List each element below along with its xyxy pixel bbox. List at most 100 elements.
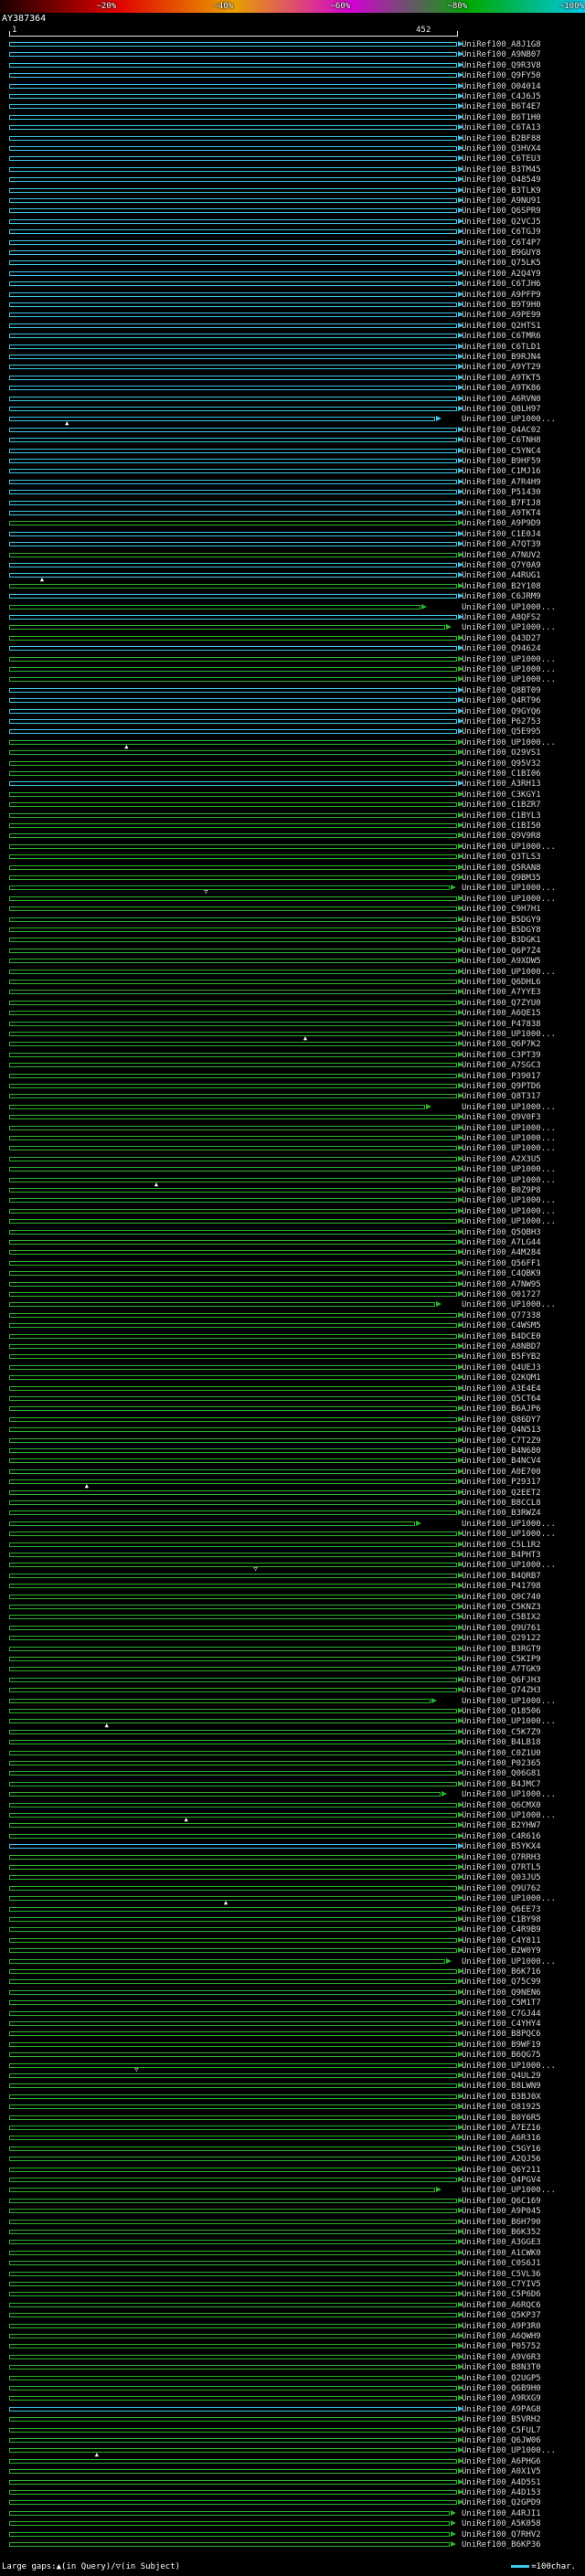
hit-bar[interactable]	[9, 625, 445, 631]
hit-row[interactable]: UniRef100_Q56FF1	[0, 1259, 585, 1269]
hit-row[interactable]: UniRef100_Q9BM35	[0, 874, 585, 884]
hit-row[interactable]: UniRef100_A6QWH9	[0, 2332, 585, 2342]
hit-row[interactable]: ▲ UniRef100_UP1000...	[0, 738, 585, 749]
hit-bar[interactable]	[9, 2323, 457, 2328]
hit-row[interactable]: UniRef100_Q5KP37	[0, 2311, 585, 2321]
hit-label[interactable]: UniRef100_Q6DHL6	[462, 978, 541, 987]
hit-bar[interactable]	[9, 2178, 457, 2182]
hit-label[interactable]: UniRef100_C5M1T7	[462, 1998, 541, 2009]
hit-row[interactable]: ▽ UniRef100_UP1000...	[0, 2062, 585, 2072]
hit-row[interactable]: ▲ UniRef100_UP1000...	[0, 1030, 585, 1042]
hit-row[interactable]: UniRef100_A9P045	[0, 2207, 585, 2217]
hit-label[interactable]: UniRef100_C6TGJ9	[462, 228, 541, 238]
hit-label[interactable]: UniRef100_C4R616	[462, 1831, 541, 1841]
hit-bar[interactable]	[9, 42, 457, 47]
hit-bar[interactable]	[9, 1229, 457, 1235]
hit-label[interactable]: UniRef100_C6T4P7	[462, 238, 541, 248]
hit-bar[interactable]	[9, 1813, 457, 1818]
hit-bar[interactable]	[9, 2125, 457, 2130]
hit-row[interactable]: ▲ UniRef100_UP1000...	[0, 415, 585, 427]
hit-bar[interactable]	[9, 1646, 457, 1651]
hit-row[interactable]: UniRef100_UP1000...	[0, 1165, 585, 1175]
hit-bar[interactable]	[9, 1000, 457, 1005]
hit-label[interactable]: UniRef100_B2W0Y9	[462, 1946, 541, 1956]
hit-row[interactable]: UniRef100_O01727	[0, 1290, 585, 1300]
hit-bar[interactable]	[9, 1073, 457, 1078]
hit-row[interactable]: UniRef100_Q9PTD6	[0, 1082, 585, 1092]
hit-label[interactable]: UniRef100_UP1000...	[462, 1717, 556, 1727]
hit-bar[interactable]	[9, 135, 457, 141]
hit-label[interactable]: UniRef100_A9TKT4	[462, 509, 541, 518]
hit-row[interactable]: UniRef100_UP1000...	[0, 1300, 585, 1310]
hit-label[interactable]: UniRef100_C5YNC4	[462, 446, 541, 456]
hit-row[interactable]: UniRef100_B5YKX4	[0, 1842, 585, 1852]
hit-label[interactable]: UniRef100_Q6P7Z4	[462, 946, 541, 956]
hit-bar[interactable]	[9, 2021, 457, 2026]
hit-row[interactable]: UniRef100_C1BI06	[0, 769, 585, 779]
hit-label[interactable]: UniRef100_C5GY16	[462, 2144, 541, 2154]
hit-label[interactable]: UniRef100_Q86DY7	[462, 1415, 541, 1425]
hit-bar[interactable]	[9, 823, 457, 828]
hit-bar[interactable]	[9, 2427, 457, 2433]
hit-row[interactable]: UniRef100_UP1000...	[0, 1144, 585, 1154]
hit-row[interactable]: UniRef100_A2Q4Y9	[0, 270, 585, 280]
hit-row[interactable]: UniRef100_A9TKT4	[0, 509, 585, 519]
hit-label[interactable]: UniRef100_A6RVN0	[462, 394, 541, 404]
hit-bar[interactable]	[9, 563, 457, 567]
hit-row[interactable]: UniRef100_Q7ZYU0	[0, 999, 585, 1009]
hit-row[interactable]: UniRef100_B8PQC6	[0, 2030, 585, 2040]
hit-bar[interactable]	[9, 1865, 457, 1870]
hit-label[interactable]: UniRef100_Q6Y211	[462, 2165, 541, 2175]
hit-label[interactable]: UniRef100_A6QE15	[462, 1009, 541, 1019]
hit-row[interactable]: UniRef100_C4QBK9	[0, 1269, 585, 1279]
hit-bar[interactable]	[9, 125, 457, 131]
hit-bar[interactable]	[9, 1115, 457, 1120]
hit-label[interactable]: UniRef100_Q29122	[462, 1634, 541, 1644]
hit-label[interactable]: UniRef100_C6JRM9	[462, 592, 541, 602]
hit-label[interactable]: UniRef100_UP1000...	[462, 1123, 556, 1133]
hit-bar[interactable]	[9, 2386, 457, 2390]
hit-label[interactable]: UniRef100_B4PHT3	[462, 1551, 541, 1560]
hit-row[interactable]: UniRef100_B2Y108	[0, 582, 585, 592]
hit-row[interactable]: UniRef100_A5K058	[0, 2519, 585, 2529]
hit-label[interactable]: UniRef100_UP1000...	[462, 602, 556, 612]
hit-label[interactable]: UniRef100_B6K716	[462, 1967, 541, 1977]
hit-row[interactable]: UniRef100_Q75LK5	[0, 259, 585, 269]
hit-row[interactable]: UniRef100_B4QRB7	[0, 1572, 585, 1582]
hit-label[interactable]: UniRef100_A9P045	[462, 2207, 541, 2217]
hit-bar[interactable]	[9, 2313, 457, 2318]
hit-bar[interactable]	[9, 1698, 431, 1703]
hit-bar[interactable]	[9, 52, 457, 58]
hit-row[interactable]: UniRef100_A6PHG6	[0, 2457, 585, 2467]
hit-row[interactable]: UniRef100_Q29122	[0, 1634, 585, 1644]
hit-label[interactable]: UniRef100_A7NUV2	[462, 550, 541, 560]
hit-label[interactable]: UniRef100_B0Y6R5	[462, 2113, 541, 2123]
hit-row[interactable]: UniRef100_UP1000...	[0, 1124, 585, 1134]
hit-bar[interactable]	[9, 177, 457, 183]
hit-label[interactable]: UniRef100_Q9V9R8	[462, 832, 541, 842]
hit-label[interactable]: UniRef100_A7QT39	[462, 540, 541, 550]
hit-label[interactable]: UniRef100_A4RUG1	[462, 571, 541, 581]
hit-label[interactable]: UniRef100_A7SGC3	[462, 1061, 541, 1071]
hit-label[interactable]: UniRef100_A2X3U5	[462, 1154, 541, 1164]
hit-label[interactable]: UniRef100_B5YKX4	[462, 1842, 541, 1852]
hit-bar[interactable]	[9, 229, 457, 235]
hit-row[interactable]: UniRef100_Q3HVX4	[0, 144, 585, 154]
hit-label[interactable]: UniRef100_C5FUL7	[462, 2425, 541, 2435]
hit-label[interactable]: UniRef100_Q9PTD6	[462, 1082, 541, 1091]
hit-row[interactable]: UniRef100_A8J1G8	[0, 40, 585, 50]
hit-row[interactable]: UniRef100_Q9R3V8	[0, 61, 585, 71]
hit-label[interactable]: UniRef100_B5DGY9	[462, 915, 541, 925]
hit-bar[interactable]	[9, 427, 457, 432]
hit-bar[interactable]	[9, 1052, 457, 1057]
hit-row[interactable]: UniRef100_B9WF19	[0, 2041, 585, 2051]
hit-row[interactable]: UniRef100_B8N3T0	[0, 2363, 585, 2373]
hit-label[interactable]: UniRef100_Q2UGP5	[462, 2373, 541, 2383]
hit-label[interactable]: UniRef100_O81925	[462, 2103, 541, 2113]
hit-bar[interactable]	[9, 1833, 457, 1839]
hit-row[interactable]: UniRef100_C5GY16	[0, 2145, 585, 2155]
hit-row[interactable]: UniRef100_UP1000...	[0, 1217, 585, 1227]
hit-row[interactable]: UniRef100_A8QFS2	[0, 613, 585, 623]
hit-bar[interactable]	[9, 542, 457, 547]
hit-bar[interactable]	[9, 2010, 457, 2016]
